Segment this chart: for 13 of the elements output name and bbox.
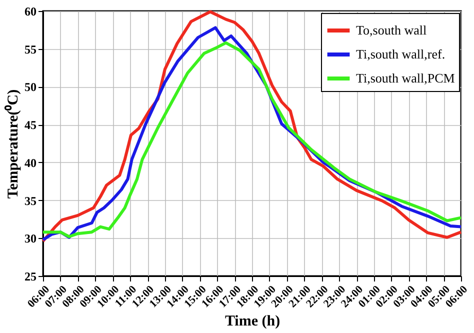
y-tick-label: 45 bbox=[24, 118, 36, 132]
x-axis-title: Time (h) bbox=[224, 313, 280, 330]
y-axis-title: Temperature(⁰C) bbox=[4, 89, 22, 199]
y-tick-label: 50 bbox=[24, 80, 36, 94]
y-tick-label: 25 bbox=[24, 270, 36, 284]
y-tick-label: 60 bbox=[24, 4, 36, 18]
y-tick-label: 35 bbox=[24, 194, 36, 208]
y-tick-label: 55 bbox=[24, 42, 36, 56]
legend-label: To,south wall bbox=[356, 22, 427, 38]
legend-label: Ti,south wall,ref. bbox=[356, 46, 446, 62]
legend-label: Ti,south wall,PCM bbox=[356, 70, 456, 86]
y-tick-label: 40 bbox=[24, 156, 36, 170]
y-tick-label: 30 bbox=[24, 232, 36, 246]
